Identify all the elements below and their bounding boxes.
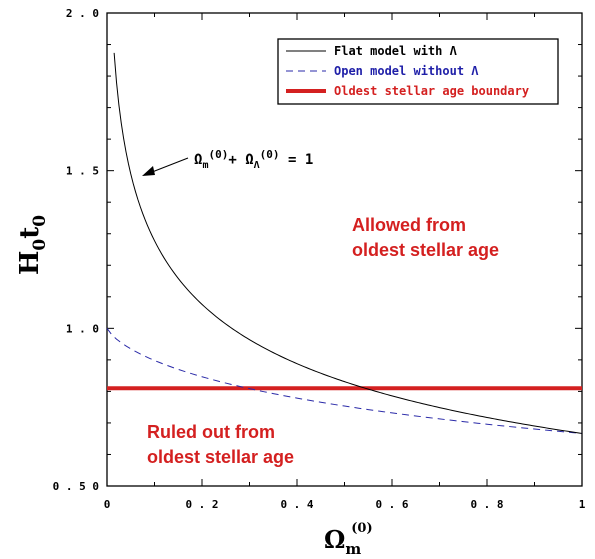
- eq-l-sub: Λ: [254, 160, 260, 171]
- y-axis-title: H0t0: [15, 215, 50, 275]
- x-axis-title-omega: Ω: [324, 525, 345, 554]
- series-flat-model-line: [113, 52, 583, 434]
- legend: Flat model with Λ Open model without Λ O…: [277, 38, 559, 105]
- eq-sup2: (0): [260, 148, 280, 161]
- legend-label-open: Open model without Λ: [334, 64, 479, 78]
- y-tick-label: 0 . 5 0: [53, 480, 99, 493]
- y-axis-title-sub0b: 0: [30, 215, 50, 227]
- legend-label-flat: Flat model with Λ: [334, 44, 458, 58]
- y-tick-label: 2 . 0: [66, 7, 99, 20]
- ticks: [106, 12, 583, 487]
- x-tick-label: 0 . 6: [375, 498, 408, 511]
- equation-annotation: Ωm(0)+ ΩΛ(0) = 1: [142, 148, 313, 176]
- eq-omega-m: Ω: [194, 152, 202, 168]
- y-axis-title-H: H: [15, 251, 45, 276]
- x-tick-label: 0 . 2: [185, 498, 218, 511]
- series-open-model-line: [106, 328, 583, 434]
- svg-text:H0t0: H0t0: [15, 215, 50, 275]
- x-axis-title: Ωm (0): [324, 521, 373, 558]
- eq-sup1: (0): [208, 148, 228, 161]
- x-tick-label: 0 . 4: [280, 498, 313, 511]
- x-tick-label: 1: [579, 498, 586, 511]
- equation-arrow-head: [142, 166, 155, 176]
- eq-omega-l: Ω: [245, 152, 253, 168]
- tick-labels: 0 0 . 2 0 . 4 0 . 6 0 . 8 1 0 . 5 0 1 . 0 1 . 5 2…: [53, 7, 586, 511]
- ruled-out-label-line2: oldest stellar age: [147, 447, 294, 467]
- eq-m-sub: m: [202, 160, 208, 171]
- x-tick-label: 0 . 8: [470, 498, 503, 511]
- y-axis-title-sub0: 0: [30, 239, 50, 251]
- eq-plus: +: [228, 152, 245, 168]
- x-axis-title-sup: (0): [351, 521, 372, 536]
- allowed-label-line1: Allowed from: [352, 215, 466, 235]
- y-tick-label: 1 . 0: [66, 322, 99, 335]
- legend-label-boundary: Oldest stellar age boundary: [334, 84, 529, 98]
- y-tick-label: 1 . 5: [66, 165, 99, 178]
- eq-rest: = 1: [280, 152, 314, 168]
- x-axis-title-sub: m: [345, 540, 361, 558]
- allowed-label-line2: oldest stellar age: [352, 240, 499, 260]
- y-axis-title-t: t: [15, 227, 45, 239]
- equation-label: Ωm(0)+ ΩΛ(0) = 1: [194, 148, 313, 171]
- ruled-out-label-line1: Ruled out from: [147, 422, 275, 442]
- x-tick-label: 0: [104, 498, 111, 511]
